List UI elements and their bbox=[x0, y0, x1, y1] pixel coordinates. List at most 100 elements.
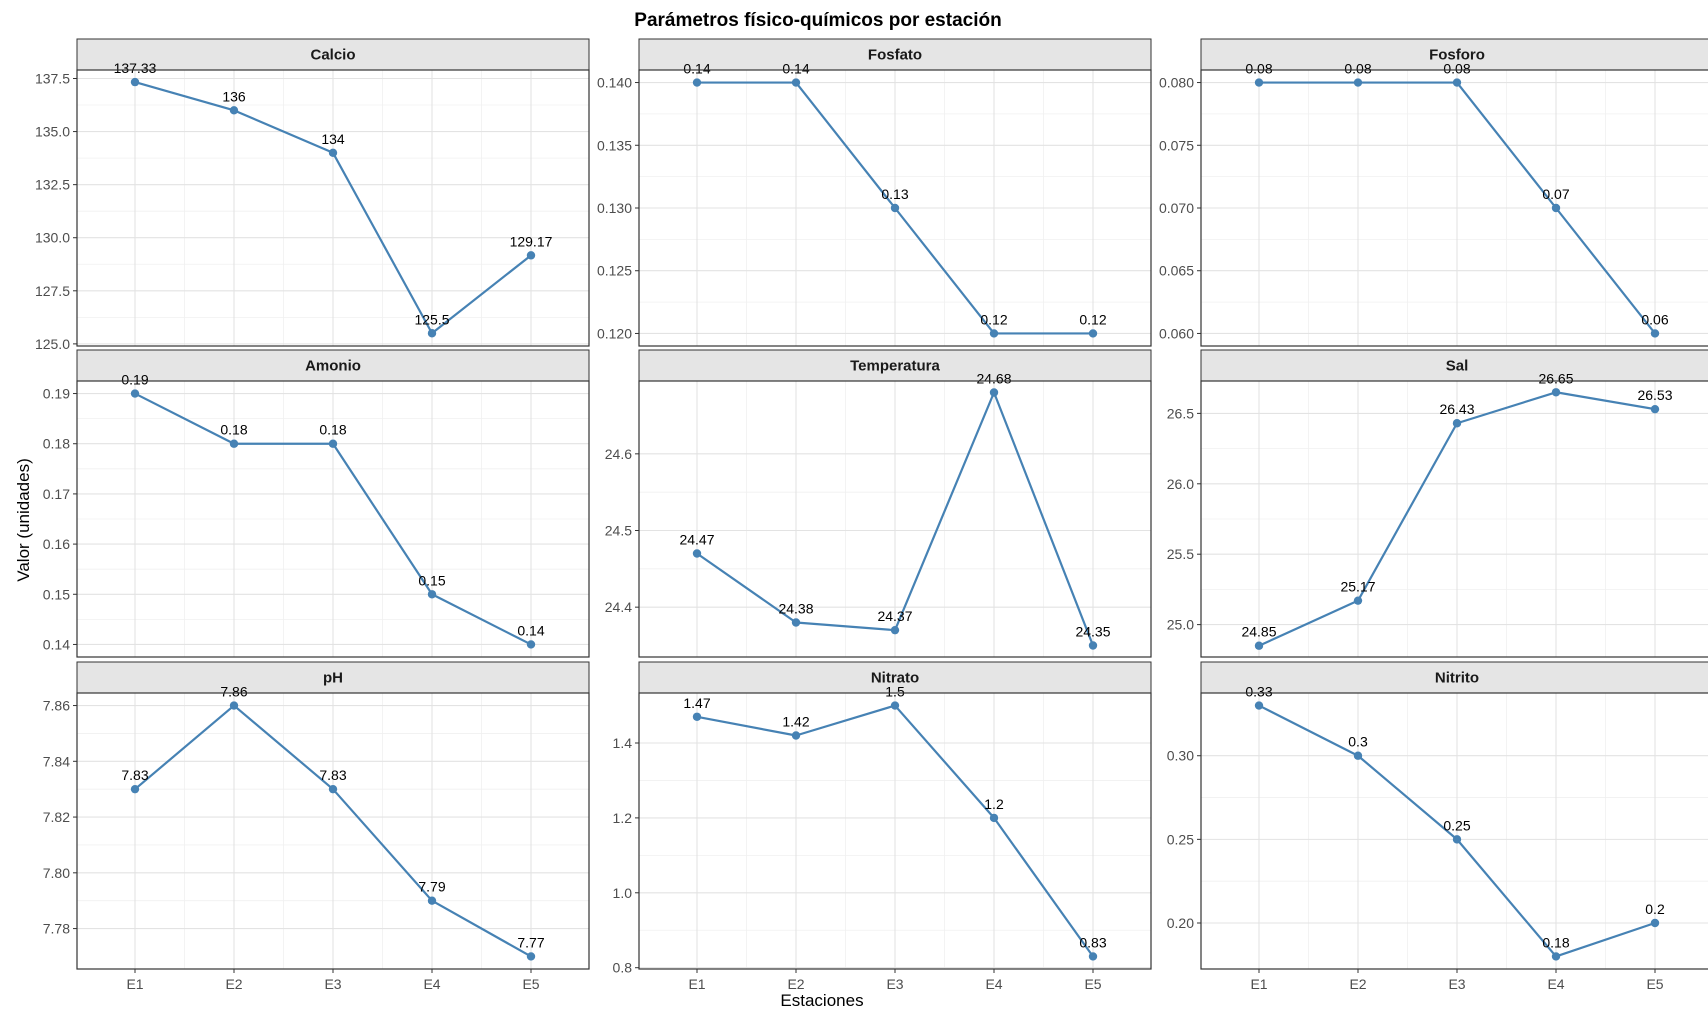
data-point bbox=[427, 329, 437, 338]
data-label: 0.14 bbox=[517, 622, 544, 638]
chart-title: Parámetros físico-químicos por estación bbox=[634, 10, 1001, 31]
data-label: 26.43 bbox=[1439, 401, 1474, 417]
data-point bbox=[1254, 641, 1264, 650]
x-tick-label: E1 bbox=[688, 976, 705, 992]
strip-fosfato bbox=[638, 38, 1152, 71]
data-point bbox=[1650, 329, 1660, 338]
data-label: 7.77 bbox=[517, 934, 544, 950]
y-tick-label: 0.125 bbox=[597, 263, 632, 279]
panel-nitrato: Nitrato 1.47 1.42 1.5 1.2 0.83 0.8 1.0 1.2 1.4 E1 E… bbox=[613, 661, 1152, 992]
y-tick-label: 26.0 bbox=[1167, 476, 1194, 492]
data-point bbox=[989, 813, 999, 823]
data-label: 26.53 bbox=[1637, 387, 1672, 403]
y-axis-title: Valor (unidades) bbox=[14, 458, 33, 581]
data-point bbox=[130, 77, 140, 87]
y-tick-label: 0.140 bbox=[597, 75, 632, 91]
data-label: 0.08 bbox=[1344, 61, 1371, 77]
y-tick-label: 0.18 bbox=[43, 436, 70, 452]
data-point bbox=[1088, 329, 1098, 338]
data-label: 0.2 bbox=[1645, 901, 1665, 917]
data-point bbox=[526, 952, 536, 961]
data-label: 24.35 bbox=[1075, 624, 1110, 640]
data-label: 0.08 bbox=[1443, 61, 1470, 77]
data-label: 0.08 bbox=[1245, 61, 1272, 77]
y-tick-label: 0.30 bbox=[1167, 748, 1194, 764]
x-tick-label: E5 bbox=[1084, 976, 1101, 992]
panel-sal: Sal 24.85 25.17 26.43 26.65 26.53 25.0 25.5 26.0… bbox=[1167, 349, 1708, 658]
y-tick-label: 1.4 bbox=[613, 735, 633, 751]
data-label: 0.14 bbox=[683, 61, 710, 77]
y-tick-label: 0.070 bbox=[1159, 200, 1194, 216]
y-tick-label: 127.5 bbox=[35, 283, 70, 299]
y-tick-label: 0.120 bbox=[597, 325, 632, 341]
panel-border bbox=[638, 692, 1152, 970]
y-tick-label: 137.5 bbox=[35, 70, 70, 86]
data-point bbox=[791, 78, 801, 87]
x-tick-label: E1 bbox=[126, 976, 143, 992]
data-label: 1.42 bbox=[782, 714, 809, 730]
y-tick-label: 7.82 bbox=[43, 809, 70, 825]
panel-border bbox=[1200, 692, 1708, 970]
data-point bbox=[692, 712, 702, 721]
x-axis-title: Estaciones bbox=[780, 991, 863, 1010]
data-label: 24.68 bbox=[976, 371, 1011, 387]
panel-amonio: Amonio 0.19 0.18 0.18 0.15 0.14 0.14 0.15 0.16 0.… bbox=[43, 349, 590, 658]
data-point bbox=[1353, 78, 1363, 87]
data-point bbox=[791, 618, 801, 627]
data-point bbox=[1452, 78, 1462, 87]
panel-border bbox=[76, 692, 590, 970]
data-label: 129.17 bbox=[510, 233, 553, 249]
data-point bbox=[692, 78, 702, 87]
y-tick-label: 132.5 bbox=[35, 177, 70, 193]
data-label: 136 bbox=[222, 88, 246, 104]
panel-ph: pH 7.83 7.86 7.83 7.79 7.77 7.78 7.80 7.82 7.84 7.… bbox=[43, 661, 590, 992]
strip-label-ph: pH bbox=[323, 670, 343, 687]
data-point bbox=[1254, 701, 1264, 710]
x-tick-label: E4 bbox=[985, 976, 1002, 992]
data-label: 0.19 bbox=[121, 372, 148, 388]
data-label: 0.12 bbox=[980, 311, 1007, 327]
data-label: 1.47 bbox=[683, 695, 710, 711]
y-tick-label: 25.5 bbox=[1167, 546, 1194, 562]
data-point bbox=[526, 640, 536, 649]
y-tick-label: 26.5 bbox=[1167, 405, 1194, 421]
strip-label-nitrato: Nitrato bbox=[871, 670, 919, 687]
data-label: 0.25 bbox=[1443, 817, 1470, 833]
data-point bbox=[130, 389, 140, 398]
panels: Calcio 137.33 136 134 125.5 129.17 125.0 127.5 1… bbox=[35, 38, 1708, 992]
strip-nitrito bbox=[1200, 661, 1708, 694]
data-point bbox=[989, 329, 999, 338]
data-label: 0.06 bbox=[1641, 311, 1668, 327]
data-point bbox=[1551, 388, 1561, 397]
panel-border bbox=[1200, 69, 1708, 347]
data-point bbox=[1551, 203, 1561, 213]
data-point bbox=[328, 784, 338, 794]
data-point bbox=[890, 701, 900, 710]
data-point bbox=[526, 251, 536, 260]
y-tick-label: 25.0 bbox=[1167, 617, 1194, 633]
data-point bbox=[890, 203, 900, 213]
strip-label-temperatura: Temperatura bbox=[850, 358, 940, 375]
y-tick-label: 0.14 bbox=[43, 636, 70, 652]
y-tick-label: 7.84 bbox=[43, 753, 70, 769]
y-tick-label: 7.80 bbox=[43, 865, 70, 881]
data-point bbox=[1551, 952, 1561, 961]
strip-label-fosfato: Fosfato bbox=[868, 47, 922, 64]
y-tick-label: 1.0 bbox=[613, 885, 633, 901]
data-label: 7.83 bbox=[121, 767, 148, 783]
data-label: 7.83 bbox=[319, 767, 346, 783]
x-tick-label: E3 bbox=[324, 976, 341, 992]
data-point bbox=[1353, 596, 1363, 605]
x-tick-label: E3 bbox=[886, 976, 903, 992]
data-label: 0.83 bbox=[1079, 934, 1106, 950]
data-point bbox=[229, 106, 239, 115]
y-tick-label: 0.25 bbox=[1167, 831, 1194, 847]
data-point bbox=[1353, 751, 1363, 760]
y-tick-label: 0.075 bbox=[1159, 137, 1194, 153]
y-tick-label: 0.19 bbox=[43, 386, 70, 402]
y-tick-label: 24.5 bbox=[605, 523, 632, 539]
y-tick-label: 125.0 bbox=[35, 336, 70, 352]
data-label: 7.86 bbox=[220, 684, 247, 700]
